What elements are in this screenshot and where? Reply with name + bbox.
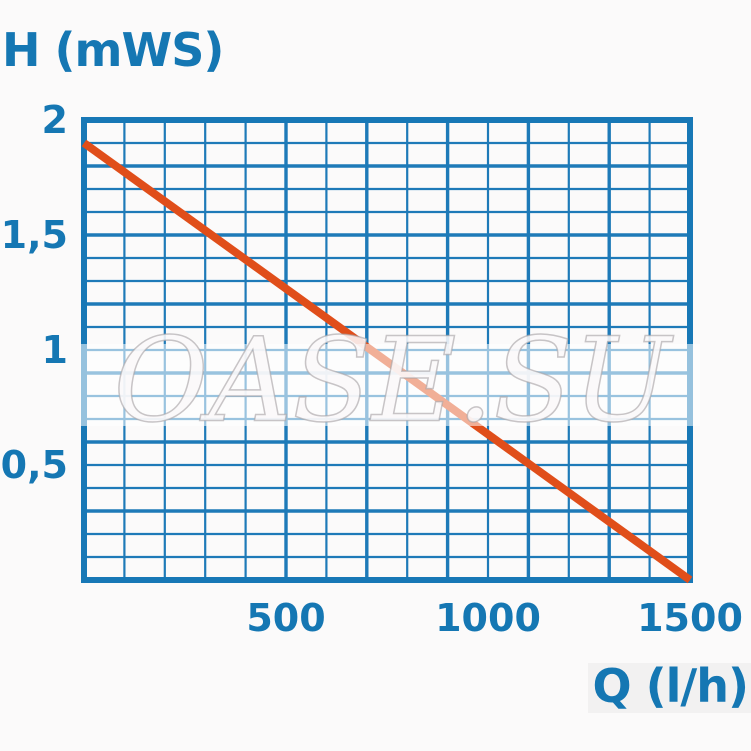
x-tick-label: 1000 (435, 596, 541, 640)
x-axis-title: Q (l/h) (592, 659, 749, 713)
watermark-text: OASE.SU (113, 313, 672, 450)
y-axis-title: H (mWS) (2, 23, 224, 77)
y-tick-label: 0,5 (0, 443, 68, 487)
x-tick-label: 1500 (637, 596, 743, 640)
watermark-band (80, 344, 700, 426)
y-tick-label: 1 (41, 328, 68, 372)
y-tick-label: 2 (41, 98, 68, 142)
watermark-band-bottom (588, 663, 751, 713)
y-tick-label: 1,5 (0, 213, 68, 257)
x-tick-label: 500 (246, 596, 326, 640)
